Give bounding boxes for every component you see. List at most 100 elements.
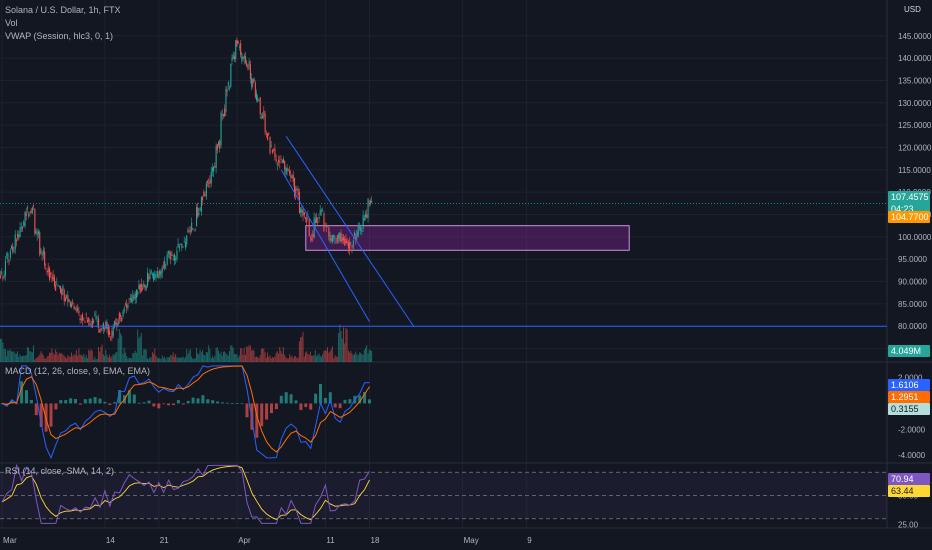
candle-body: [196, 207, 198, 227]
rsi-legend[interactable]: RSI (14, close, SMA, 14, 2): [5, 466, 115, 476]
candle-body: [205, 183, 207, 197]
macd-legend[interactable]: MACD (12, 26, close, 9, EMA, EMA): [5, 366, 151, 376]
macd-tick-label: -4.0000: [898, 451, 926, 460]
volume-bar: [307, 353, 309, 362]
volume-bar: [46, 356, 48, 362]
volume-bar: [1, 338, 3, 362]
volume-bar: [150, 357, 152, 362]
candle-body: [104, 328, 106, 330]
macd-histogram-bar: [270, 403, 273, 414]
candle-body: [110, 338, 112, 340]
volume-bar: [267, 352, 268, 362]
volume-bar: [192, 358, 194, 362]
candle-body: [137, 291, 139, 295]
symbol-legend[interactable]: Solana / U.S. Dollar, 1h, FTX: [5, 5, 121, 15]
macd-histogram-bar: [348, 399, 352, 404]
volume-bar: [118, 329, 120, 362]
candle-body: [231, 57, 233, 62]
volume-bar: [69, 356, 71, 362]
candle-body: [164, 261, 166, 269]
candle-body: [323, 213, 325, 232]
volume-bar: [284, 354, 286, 362]
macd-histogram-bar: [108, 403, 112, 405]
rsi-pane: [0, 463, 887, 524]
candle-body: [292, 174, 294, 182]
candle-body: [260, 117, 262, 119]
macd-histogram-bar: [69, 398, 73, 404]
currency-label[interactable]: USD: [904, 5, 921, 14]
volume-bar: [296, 357, 298, 362]
volume-bar: [74, 355, 76, 362]
macd-tick-label: -2.0000: [898, 425, 926, 434]
candle-body: [249, 64, 251, 79]
volume-bar: [90, 349, 92, 362]
candle-body: [214, 166, 216, 167]
candle-body: [305, 217, 307, 219]
macd-histogram-bar: [83, 399, 87, 404]
candle-body: [309, 237, 311, 239]
candle-body: [63, 290, 65, 301]
candle-body: [80, 319, 82, 320]
volume-bar: [102, 354, 104, 362]
candle-body: [111, 331, 113, 339]
candle-body: [357, 225, 359, 237]
price-tick-label: 130.0000: [898, 99, 932, 108]
volume-bar: [276, 351, 278, 362]
candle-body: [124, 303, 126, 305]
volume-bar: [235, 354, 237, 362]
candle-body: [319, 210, 321, 215]
volume-bar: [156, 357, 158, 362]
macd-histogram-bar: [211, 400, 215, 404]
volume-bar: [351, 353, 353, 362]
candle-body: [336, 235, 338, 242]
candle-body: [182, 246, 184, 248]
volume-bar: [290, 357, 292, 362]
candle-body: [121, 317, 123, 322]
candle-body: [1, 271, 3, 275]
volume-bar: [230, 345, 232, 362]
volume-bar: [312, 355, 314, 362]
candle-body: [230, 63, 232, 87]
volume-bar: [128, 357, 130, 362]
candle-body: [49, 268, 51, 280]
candle-body: [177, 243, 179, 247]
macd-line: [1, 365, 370, 460]
candle-body: [57, 284, 59, 286]
volume-bar: [294, 356, 295, 362]
candle-body: [153, 273, 155, 281]
macd-histogram-bar: [265, 403, 269, 420]
candle-body: [204, 195, 206, 196]
volume-legend[interactable]: Vol: [5, 18, 18, 28]
volume-bar: [197, 353, 199, 362]
macd-histogram-bar: [54, 403, 58, 410]
volume-bar: [331, 346, 333, 362]
volume-bar: [343, 327, 344, 362]
volume-bar: [61, 352, 63, 362]
candle-body: [100, 327, 102, 331]
volume-bar: [256, 356, 257, 362]
candle-body: [151, 273, 153, 275]
vwap-legend[interactable]: VWAP (Session, hlc3, 0, 1): [5, 31, 114, 41]
candle-body: [175, 258, 177, 260]
macd-histogram-bar: [152, 403, 156, 407]
volume-bar: [79, 354, 81, 362]
candle-body: [14, 234, 16, 250]
date-tick-label: 11: [326, 536, 335, 545]
candle-body: [224, 108, 226, 117]
volume-bar: [207, 352, 208, 362]
date-tick-label: Apr: [238, 536, 251, 545]
volume-bar: [58, 352, 60, 362]
candle-body: [53, 277, 55, 287]
volume-bar: [94, 356, 96, 362]
macd-histogram-bar: [294, 400, 298, 404]
candle-body: [95, 315, 97, 320]
volume-bar: [51, 348, 53, 362]
candle-body: [120, 314, 122, 317]
volume-bar: [371, 350, 373, 362]
volume-bar: [63, 355, 65, 362]
volume-bar: [309, 351, 311, 362]
drawn-lines[interactable]: [0, 136, 887, 327]
macd-histogram-bar: [147, 400, 151, 404]
candle-body: [134, 294, 136, 300]
